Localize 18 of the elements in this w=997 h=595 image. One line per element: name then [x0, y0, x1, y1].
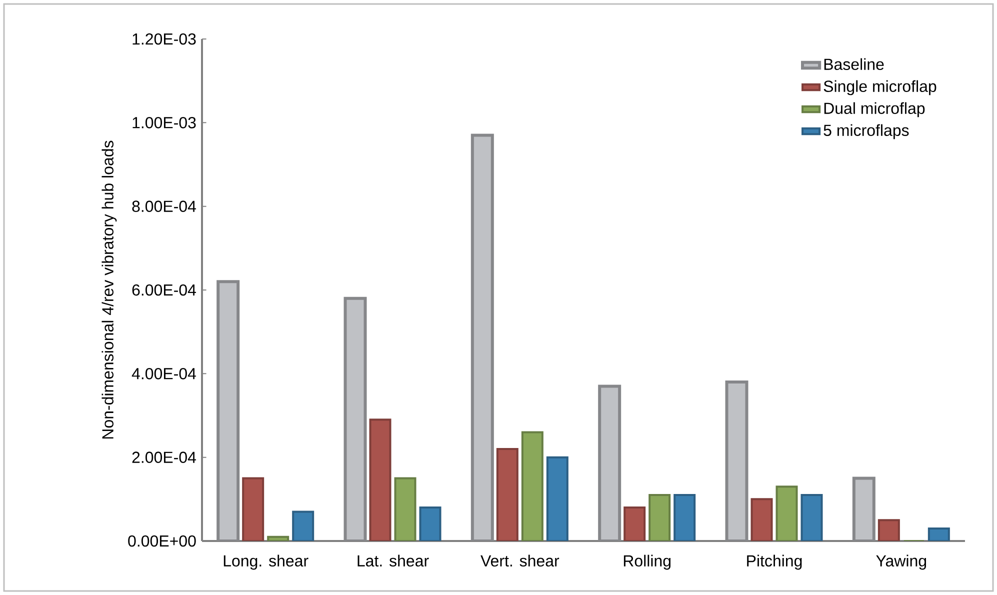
legend-label: Single microflap — [824, 80, 936, 96]
x-tick-label: Rolling — [624, 554, 670, 570]
x-tick-label: Long. shear — [224, 554, 308, 570]
y-tick-label: 1.20E-03 — [132, 33, 196, 45]
x-tick-label: Lat. shear — [358, 554, 429, 567]
x-tick-label: Pitching — [747, 554, 802, 570]
legend-label: Dual microflap — [824, 102, 925, 118]
x-tick-label: Yawing — [876, 554, 926, 570]
legend-label: 5 microflaps — [824, 124, 909, 140]
y-tick-label: 0.00E+00 — [128, 535, 196, 547]
y-tick-label: 1.00E-03 — [132, 117, 196, 128]
y-axis-title: Non-dimensional 4/rev vibratory hub loads — [102, 140, 117, 439]
y-tick-label: 6.00E-04 — [132, 284, 196, 296]
legend-label: Baseline — [824, 58, 884, 70]
y-tick-label: 4.00E-04 — [132, 368, 196, 380]
y-tick-label: 8.00E-04 — [132, 200, 196, 212]
y-tick-label: 2.00E-04 — [132, 452, 196, 463]
x-tick-label: Vert. shear — [480, 554, 560, 567]
